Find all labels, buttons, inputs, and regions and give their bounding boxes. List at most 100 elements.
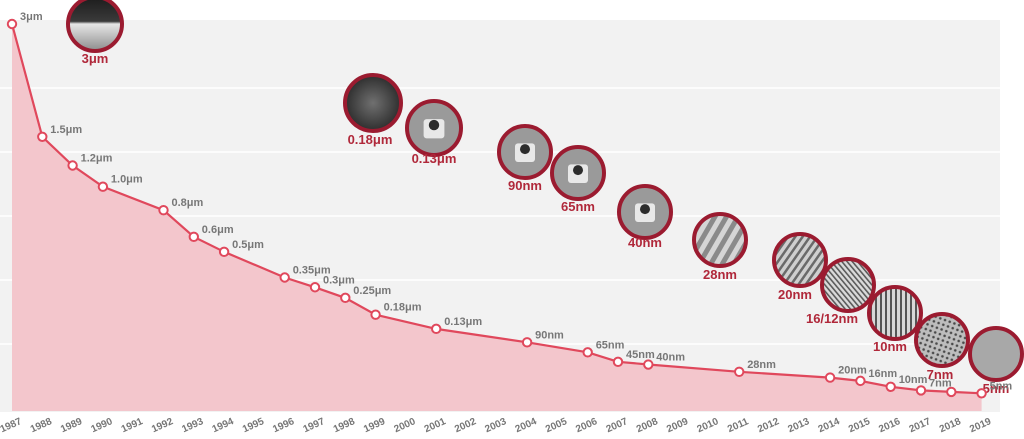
node-image: 28nm — [692, 212, 748, 282]
data-point — [946, 386, 957, 398]
gate-core — [519, 144, 531, 155]
data-label: 20nm — [838, 365, 867, 377]
node-photo — [343, 73, 403, 133]
data-point — [431, 323, 442, 335]
year-tick-label: 1990 — [89, 416, 114, 435]
year-tick-label: 1993 — [180, 416, 205, 435]
year-tick-label: 2005 — [544, 416, 569, 435]
year-tick-label: 2017 — [908, 416, 933, 435]
node-image: 7nm — [914, 312, 970, 382]
node-photo — [968, 326, 1024, 382]
data-label: 5nm — [990, 380, 1013, 392]
data-label: 45nm — [626, 349, 655, 361]
year-tick-label: 1995 — [241, 416, 266, 435]
data-label: 28nm — [747, 359, 776, 371]
node-label: 0.18μm — [348, 132, 393, 147]
data-point — [370, 309, 381, 320]
node-label: 28nm — [703, 267, 737, 282]
data-label: 3μm — [20, 11, 43, 23]
year-tick-label: 2004 — [514, 416, 539, 435]
node-images: 3μm 0.18μm 0.13μm 90nm 65nm 40nm 28nm 20nm 16/12… — [66, 0, 1024, 396]
node-image: 3μm — [66, 0, 124, 66]
data-label: 65nm — [596, 339, 625, 351]
year-tick-label: 1998 — [332, 416, 357, 435]
data-point — [340, 292, 351, 304]
data-label: 0.25μm — [353, 285, 391, 297]
node-image: 20nm — [772, 232, 828, 302]
data-label: 0.35μm — [293, 264, 331, 276]
node-image: 65nm — [550, 145, 606, 214]
data-label: 0.18μm — [384, 302, 422, 314]
year-tick-label: 2006 — [574, 416, 599, 435]
data-label: 0.6μm — [202, 224, 234, 236]
year-tick-label: 2007 — [605, 416, 630, 435]
data-point — [734, 366, 745, 378]
node-image: 90nm — [497, 124, 553, 193]
x-axis-tick-labels: 1987 1988 1989 1990 1991 1992 1993 1994 1995 1996… — [0, 416, 993, 435]
gate-core — [572, 165, 584, 176]
data-point — [309, 282, 321, 293]
data-point — [976, 388, 987, 399]
data-label: 1.2μm — [81, 153, 113, 165]
data-labels: 3μm1.5μm1.2μm1.0μm0.8μm0.6μm0.5μm0.35μm0… — [20, 11, 1012, 392]
year-tick-label: 2013 — [786, 416, 811, 435]
data-point — [218, 246, 230, 258]
year-tick-label: 1997 — [302, 416, 327, 435]
node-image: 0.18μm — [343, 73, 403, 147]
node-image: 5nm — [968, 326, 1024, 396]
data-label: 0.13μm — [444, 316, 482, 328]
area-fill — [12, 24, 982, 411]
data-point — [67, 160, 78, 171]
data-point — [158, 204, 169, 216]
data-label: 1.5μm — [50, 124, 82, 136]
year-tick-label: 2008 — [635, 416, 660, 435]
year-tick-label: 2012 — [756, 416, 781, 435]
data-point — [97, 181, 109, 192]
data-point — [37, 131, 48, 142]
node-label: 40nm — [628, 235, 662, 250]
year-tick-label: 2011 — [726, 416, 751, 435]
data-point — [582, 347, 593, 358]
data-point — [855, 375, 866, 387]
data-point — [279, 272, 290, 283]
year-tick-label: 1994 — [211, 416, 236, 435]
year-tick-label: 2015 — [847, 416, 872, 435]
node-image: 40nm — [617, 184, 673, 250]
data-point — [6, 18, 18, 30]
year-tick-label: 1989 — [59, 416, 84, 435]
data-label: 1.0μm — [111, 174, 143, 186]
data-label: 0.3μm — [323, 274, 355, 286]
year-tick-label: 1991 — [120, 416, 145, 435]
data-label: 7nm — [929, 377, 952, 389]
node-label: 5nm — [983, 381, 1010, 396]
data-point — [643, 359, 654, 370]
data-label: 0.8μm — [172, 197, 204, 209]
node-image: 10nm — [867, 285, 923, 354]
data-label: 10nm — [899, 374, 928, 386]
node-photo — [692, 212, 748, 268]
year-tick-label: 2019 — [968, 416, 993, 435]
node-photo — [867, 285, 923, 341]
year-tick-label: 1999 — [362, 416, 387, 435]
node-photo — [820, 257, 876, 313]
year-tick-label: 2003 — [483, 416, 508, 435]
node-image: 0.13μm — [405, 99, 463, 166]
data-label: 0.5μm — [232, 239, 264, 251]
node-photo — [914, 312, 970, 368]
data-point — [521, 337, 533, 348]
year-tick-label: 1988 — [29, 416, 54, 435]
node-label: 7nm — [927, 367, 954, 382]
gate-core — [428, 119, 440, 131]
data-point — [915, 385, 927, 396]
node-label: 3μm — [82, 51, 109, 66]
year-tick-label: 1987 — [0, 416, 24, 435]
node-label: 10nm — [873, 339, 907, 354]
year-tick-label: 2002 — [453, 416, 478, 435]
data-point — [188, 231, 200, 243]
data-label: 16nm — [868, 368, 897, 380]
data-point — [612, 356, 624, 368]
node-label: 90nm — [508, 178, 542, 193]
data-points — [6, 18, 987, 399]
year-tick-label: 2001 — [423, 416, 448, 435]
